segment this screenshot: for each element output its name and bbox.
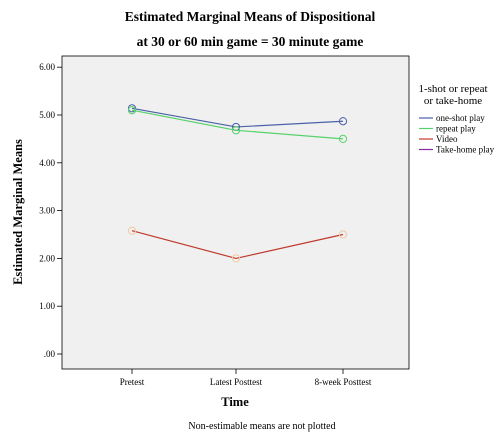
legend-title-line-1: 1-shot or repeat (418, 83, 487, 95)
y-tick-label: 5.00 (39, 110, 55, 120)
series-line-2 (131, 230, 344, 260)
data-point (338, 117, 348, 126)
legend: 1-shot or repeat or take-home one-shot p… (418, 83, 494, 155)
data-point (338, 230, 348, 239)
y-tick-label: 3.00 (39, 206, 55, 216)
x-tick-label: Pretest (120, 377, 145, 387)
legend-item-label: repeat play (436, 124, 476, 134)
x-axis: Pretest Latest Posttest 8-week Posttest (120, 369, 372, 387)
plot-area (61, 55, 410, 370)
series-layer (127, 104, 348, 263)
x-tick-label: 8-week Posttest (315, 377, 372, 387)
legend-item-label: Take-home play (436, 145, 495, 155)
y-axis: .00 1.00 2.00 3.00 4.00 5.00 6.00 (39, 62, 62, 359)
chart-title: Estimated Marginal Means of Dispositiona… (125, 9, 376, 24)
legend-item-label: Video (436, 134, 458, 144)
data-point (231, 254, 241, 263)
series-line-1 (131, 109, 344, 140)
data-point (338, 134, 348, 143)
chart-subtitle: at 30 or 60 min game = 30 minute game (137, 34, 364, 49)
y-axis-label: Estimated Marginal Means (11, 139, 25, 285)
data-point (127, 106, 137, 115)
y-tick-label: 6.00 (39, 62, 55, 72)
footnote: Non-estimable means are not plotted (188, 421, 335, 432)
y-tick-label: 1.00 (39, 301, 55, 311)
x-axis-label: Time (221, 395, 249, 409)
legend-title-line-2: or take-home (424, 95, 482, 107)
y-tick-label: .00 (44, 349, 56, 359)
x-tick-label: Latest Posttest (210, 377, 263, 387)
legend-item-label: one-shot play (436, 113, 485, 123)
data-point (127, 226, 137, 235)
y-tick-label: 2.00 (39, 253, 55, 263)
data-point (231, 126, 241, 135)
y-tick-label: 4.00 (39, 158, 55, 168)
